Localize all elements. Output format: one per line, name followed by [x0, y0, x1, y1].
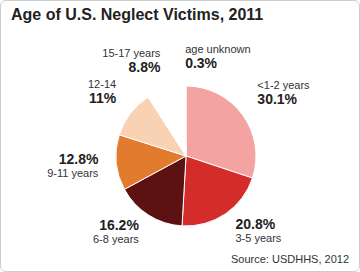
svg-text:20.8%: 20.8%: [235, 216, 275, 232]
html-text:Source: USDHHS, 2012: Source: USDHHS, 2012: [231, 253, 349, 265]
svg-text:6-8 years: 6-8 years: [93, 233, 139, 245]
svg-text:age unknown: age unknown: [185, 43, 250, 55]
svg-text:3-5 years: 3-5 years: [235, 232, 281, 244]
svg-text:12-14: 12-14: [88, 78, 116, 90]
svg-text:9-11 years: 9-11 years: [47, 167, 99, 179]
svg-text:30.1%: 30.1%: [257, 91, 297, 107]
svg-text:16.2%: 16.2%: [99, 217, 139, 233]
svg-text:<1-2 years: <1-2 years: [257, 79, 310, 91]
svg-text:11%: 11%: [89, 90, 117, 106]
html-text:Age of U.S. Neglect Victims, 2: Age of U.S. Neglect Victims, 2011: [11, 6, 264, 23]
svg-text:0.3%: 0.3%: [185, 55, 217, 71]
svg-text:8.8%: 8.8%: [128, 59, 160, 75]
svg-text:15-17 years: 15-17 years: [102, 47, 161, 59]
svg-text:12.8%: 12.8%: [59, 151, 99, 167]
